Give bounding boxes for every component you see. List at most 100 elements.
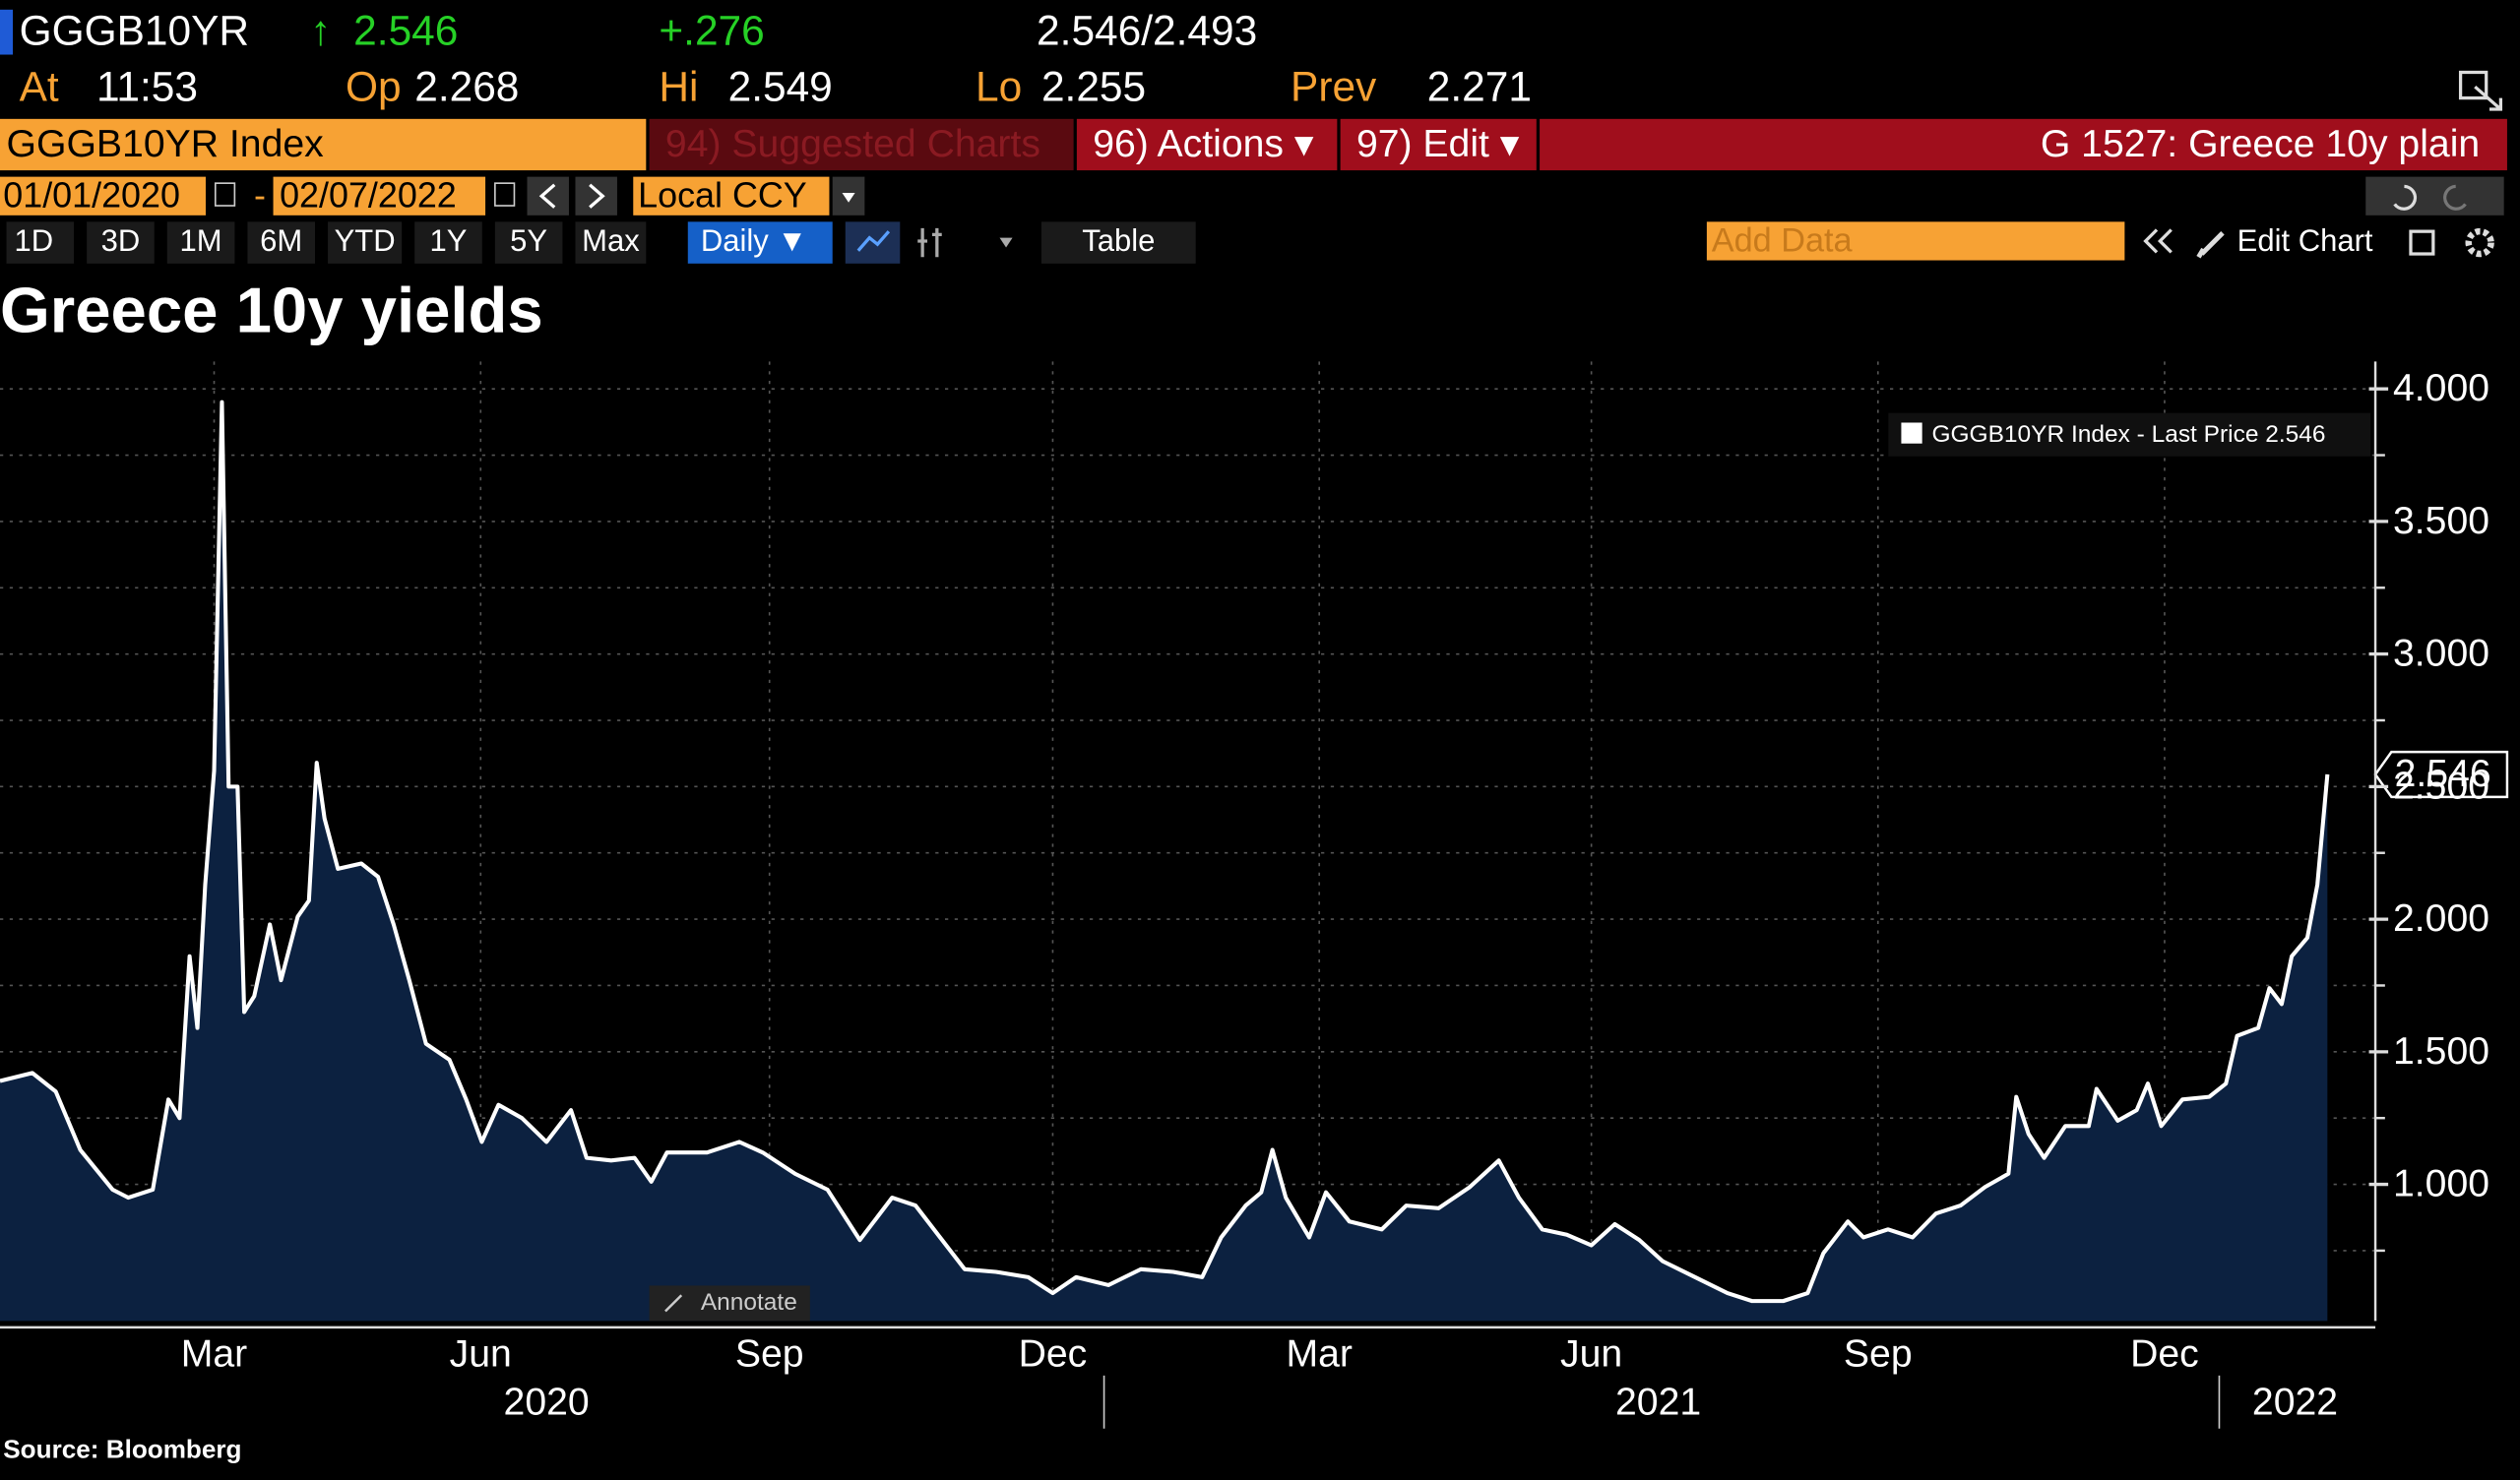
prev-icon bbox=[538, 183, 556, 209]
source: Source: Bloomberg bbox=[3, 1435, 241, 1464]
stat-value: 2.271 bbox=[1427, 64, 1532, 110]
stat-label: Prev bbox=[1291, 64, 1377, 110]
period-button[interactable] bbox=[494, 221, 563, 264]
x-tick-label: Jun bbox=[1560, 1333, 1622, 1376]
security-box[interactable] bbox=[0, 118, 647, 171]
x-tick-label: Dec bbox=[2130, 1333, 2199, 1376]
period-button[interactable] bbox=[414, 221, 482, 264]
stats: At 11:53 Op 2.268 Hi 2.549 Lo 2.255 Prev… bbox=[20, 64, 1532, 110]
menu-label: 94) Suggested Charts bbox=[665, 123, 1040, 165]
period: 1Y bbox=[430, 223, 468, 258]
table-button[interactable] bbox=[1040, 221, 1196, 264]
date-field[interactable] bbox=[0, 176, 206, 216]
next-button[interactable] bbox=[575, 176, 617, 216]
stat-value: 2.268 bbox=[414, 64, 519, 110]
date-field[interactable] bbox=[273, 176, 486, 216]
menu-item[interactable] bbox=[1076, 118, 1338, 171]
popout-icon[interactable] bbox=[2458, 70, 2503, 111]
period-button[interactable] bbox=[166, 221, 235, 264]
y-tick-label: 2.000 bbox=[2393, 897, 2489, 940]
stat-value: 11:53 bbox=[96, 64, 198, 110]
period-button[interactable] bbox=[328, 221, 403, 264]
frequency-button[interactable] bbox=[687, 221, 833, 264]
period: 1D bbox=[14, 223, 53, 258]
x-tick-label: Sep bbox=[1844, 1333, 1913, 1376]
menu-item[interactable] bbox=[1340, 118, 1537, 171]
stat-label: At bbox=[20, 64, 59, 110]
add-data-field[interactable] bbox=[1706, 221, 2125, 261]
y-tick-label: 3.000 bbox=[2393, 633, 2489, 675]
chart-id-bar bbox=[1540, 118, 2507, 171]
annotate: Annotate bbox=[701, 1289, 797, 1316]
annotate-icon bbox=[664, 1294, 683, 1313]
year-label: 2020 bbox=[504, 1382, 590, 1424]
change: +.276 bbox=[659, 8, 764, 54]
table: Table bbox=[1082, 223, 1155, 258]
undo-redo[interactable] bbox=[2365, 176, 2504, 216]
prev-button[interactable] bbox=[527, 176, 569, 216]
add-data: Add Data bbox=[1712, 222, 1854, 260]
settings-icon[interactable] bbox=[2465, 227, 2494, 258]
y-tick-label: 3.500 bbox=[2393, 500, 2489, 542]
collapse-icon[interactable] bbox=[2143, 228, 2173, 254]
year-label: 2022 bbox=[2252, 1382, 2338, 1424]
period-button[interactable] bbox=[87, 221, 155, 264]
last-value-label: 2.546 bbox=[2395, 753, 2491, 795]
undo-icon bbox=[2393, 184, 2418, 211]
stat-value: 2.255 bbox=[1041, 64, 1146, 110]
x-tick-label: Mar bbox=[181, 1333, 247, 1376]
menu-item[interactable] bbox=[649, 118, 1074, 171]
y-tick-label: 2.500 bbox=[2393, 765, 2489, 807]
arrow: ↑ bbox=[310, 8, 331, 54]
menu-label: 97) Edit ▾ bbox=[1356, 123, 1520, 165]
security: GGGB10YR Index bbox=[7, 123, 325, 165]
period: 3D bbox=[101, 223, 141, 258]
calendar-icon[interactable] bbox=[494, 182, 516, 207]
dropdown-icon bbox=[842, 192, 855, 203]
calendar-icon[interactable] bbox=[214, 182, 236, 207]
legend-label: GGGB10YR Index - Last Price 2.546 bbox=[1931, 421, 2325, 448]
plot: GGGB10YR Index - Last Price 2.546 2.546 1.… bbox=[0, 361, 2509, 1429]
period-button[interactable] bbox=[6, 221, 75, 264]
y-tick-label: 1.500 bbox=[2393, 1030, 2489, 1073]
x-tick-label: Mar bbox=[1286, 1333, 1352, 1376]
end-date: 02/07/2022 bbox=[280, 174, 457, 215]
next-icon bbox=[589, 183, 605, 209]
bar-icon bbox=[917, 227, 942, 258]
stat-label: Hi bbox=[659, 64, 698, 110]
stat-label: Op bbox=[346, 64, 402, 110]
frequency: Daily ▼ bbox=[701, 223, 807, 258]
period-button[interactable] bbox=[247, 221, 315, 264]
currency: Local CCY bbox=[638, 174, 807, 215]
period-button[interactable] bbox=[575, 221, 647, 264]
stat-label: Lo bbox=[976, 64, 1022, 110]
menu-label: 96) Actions ▾ bbox=[1093, 123, 1314, 165]
chart-id: G 1527: Greece 10y plain bbox=[2041, 123, 2480, 165]
dropdown-icon bbox=[999, 237, 1013, 248]
last-value-tag bbox=[2373, 750, 2509, 799]
chart-title: Greece 10y yields bbox=[0, 274, 543, 345]
line-icon bbox=[856, 230, 891, 252]
period: 5Y bbox=[510, 223, 547, 258]
marker bbox=[0, 9, 14, 55]
date-sep: - bbox=[254, 174, 266, 215]
start-date: 01/01/2020 bbox=[3, 174, 180, 215]
y-tick-label: 1.000 bbox=[2393, 1163, 2489, 1205]
period: Max bbox=[582, 223, 640, 258]
redo-icon bbox=[2443, 184, 2467, 211]
last-price: 2.546 bbox=[353, 8, 458, 54]
edit-icon[interactable] bbox=[2409, 229, 2435, 256]
x-tick-label: Jun bbox=[450, 1333, 512, 1376]
x-tick-label: Sep bbox=[735, 1333, 804, 1376]
line-type-button[interactable] bbox=[845, 221, 901, 264]
currency-field[interactable] bbox=[633, 176, 830, 216]
legend-swatch bbox=[1901, 422, 1922, 444]
line bbox=[0, 400, 2330, 1304]
period: 6M bbox=[260, 223, 302, 258]
period: YTD bbox=[335, 223, 396, 258]
annotate-button[interactable] bbox=[649, 1285, 810, 1322]
edit-chart[interactable]: Edit Chart bbox=[2237, 223, 2373, 258]
year-label: 2021 bbox=[1615, 1382, 1701, 1424]
